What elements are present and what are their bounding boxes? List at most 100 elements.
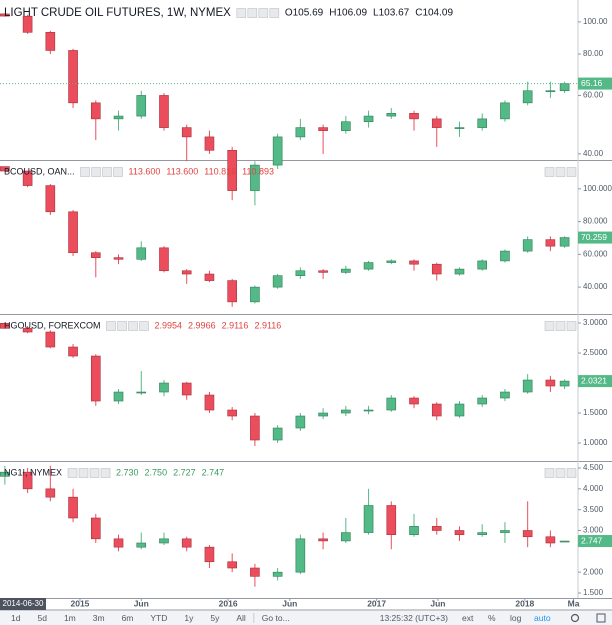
option-button[interactable]: auto (534, 613, 551, 623)
last-price-box (578, 231, 612, 244)
candle-body (363, 505, 374, 533)
range-button[interactable]: YTD (150, 613, 167, 623)
header-icon[interactable] (102, 167, 112, 177)
candle-body (522, 530, 533, 538)
candle-body (295, 127, 306, 138)
candle-body (272, 136, 283, 166)
settings-button[interactable] (570, 613, 580, 623)
ohlc-value: 2.9116 (222, 320, 249, 330)
range-button[interactable]: 5d (37, 613, 47, 623)
ohlc-value: 2.750 (145, 467, 168, 477)
last-price-box (578, 375, 612, 388)
header-icon[interactable] (247, 8, 258, 18)
candle-body (522, 379, 533, 393)
range-button[interactable]: 3m (93, 613, 105, 623)
candle-body (363, 262, 374, 270)
header-icon[interactable] (106, 321, 116, 331)
candle-body (318, 270, 328, 273)
series-title: BCOUSD, OAN... (4, 166, 75, 176)
panel-button[interactable] (555, 167, 566, 177)
crosshair-date: 2014-06-30 (3, 599, 44, 608)
fullscreen-button[interactable] (596, 613, 606, 623)
candle-body (386, 260, 397, 263)
header-icon[interactable] (258, 8, 269, 18)
range-button[interactable]: 6m (122, 613, 134, 623)
y-tick-label: 3.500 (583, 505, 604, 514)
candle-body (181, 270, 192, 275)
x-tick-label: Ma (568, 598, 580, 608)
candle-body (409, 397, 419, 405)
y-tick-label: 1.500 (583, 588, 604, 597)
series-title: NG1!, NYMEX (4, 467, 62, 477)
candle-body (545, 239, 556, 247)
candle-body (409, 260, 419, 265)
header-icon[interactable] (113, 167, 123, 177)
candle-body (477, 532, 488, 535)
header-icon[interactable] (80, 167, 90, 177)
candle-body (559, 237, 570, 247)
goto-button[interactable]: Go to... (262, 613, 290, 623)
range-button[interactable]: 1d (11, 613, 21, 623)
candle-body (204, 394, 215, 411)
candle-body (341, 532, 351, 542)
candle-body (113, 257, 124, 260)
candle-body (545, 90, 556, 93)
y-tick-label: 2.5000 (583, 348, 608, 357)
candle-body (136, 247, 147, 260)
candle-body (272, 427, 283, 441)
candle-body (68, 496, 78, 519)
option-button[interactable]: % (488, 613, 496, 623)
candle-body (500, 102, 510, 120)
panel-button[interactable] (555, 468, 566, 478)
candle-body (45, 331, 56, 348)
header-icon[interactable] (100, 468, 111, 478)
y-tick-label: 80.00 (583, 49, 604, 58)
panel-button[interactable] (544, 321, 555, 331)
candle-body (250, 286, 260, 303)
header-icon[interactable] (78, 468, 89, 478)
candle-body (68, 346, 78, 357)
panel-button[interactable] (566, 468, 577, 478)
header-icon[interactable] (67, 468, 78, 478)
candle-body (522, 239, 533, 252)
candle-body (386, 505, 397, 535)
range-button[interactable]: 1y (184, 613, 194, 623)
last-price-label: 65.16 (581, 78, 603, 88)
candle-body (272, 571, 283, 577)
candle-body (113, 538, 124, 548)
range-button[interactable]: All (236, 613, 246, 623)
ohlc-value: 2.9116 (254, 320, 281, 330)
y-tick-label: 1.5000 (583, 408, 608, 417)
header-icon[interactable] (89, 468, 100, 478)
crosshair-date-box (0, 598, 46, 610)
range-button[interactable]: 5y (210, 613, 220, 623)
header-icon[interactable] (91, 167, 101, 177)
y-tick-label: 3.0000 (583, 318, 608, 327)
panel-button[interactable] (544, 468, 555, 478)
last-price-box (578, 535, 612, 548)
y-tick-label: 1.0000 (583, 438, 608, 447)
y-tick-label: 60.00 (583, 91, 604, 100)
option-button[interactable]: ext (462, 613, 474, 623)
candle-body (431, 118, 442, 128)
candle-body (431, 403, 442, 417)
panel-button[interactable] (566, 321, 577, 331)
last-price-label: 2.0321 (581, 375, 607, 385)
ohlc-value: 103.67 (379, 8, 410, 19)
option-button[interactable]: log (510, 613, 522, 623)
y-tick-label: 60.000 (583, 249, 608, 258)
header-icon[interactable] (128, 321, 138, 331)
candle-body (409, 113, 419, 120)
header-icon[interactable] (117, 321, 127, 331)
header-icon[interactable] (269, 8, 280, 18)
candle-body (386, 113, 397, 117)
range-button[interactable]: 1m (64, 613, 76, 623)
panel-button[interactable] (566, 167, 577, 177)
panel-button[interactable] (555, 321, 566, 331)
candle-body (45, 488, 56, 498)
ohlc-value: 104.09 (422, 8, 453, 19)
ohlc-value: 106.09 (336, 8, 367, 19)
panel-button[interactable] (544, 167, 555, 177)
header-icon[interactable] (139, 321, 149, 331)
header-icon[interactable] (236, 8, 247, 18)
